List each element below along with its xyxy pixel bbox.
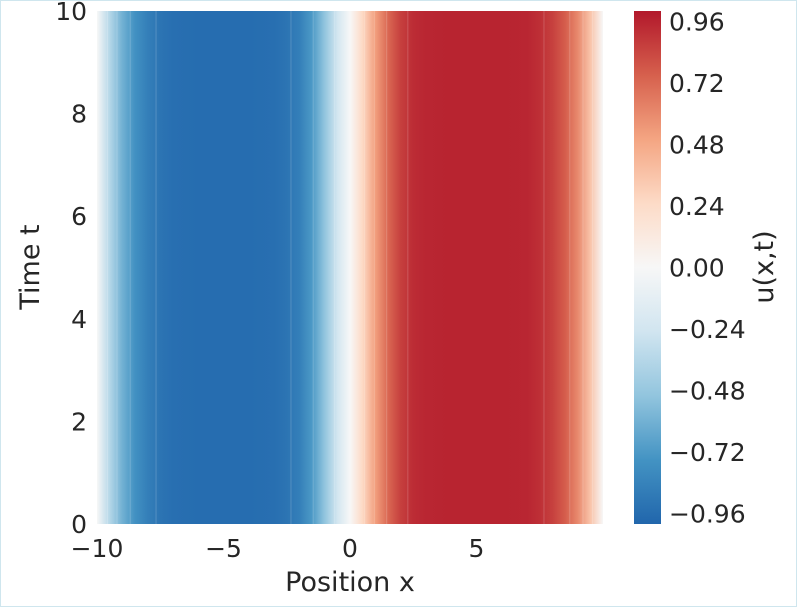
colorbar-tick-label: 0.72: [669, 69, 725, 98]
contour-field: [97, 11, 603, 524]
x-axis-ticks: −10 −5 0 5: [71, 534, 485, 563]
colorbar-tick-label: −0.24: [669, 315, 746, 344]
y-tick-label: 8: [71, 100, 87, 129]
x-tick-label: −10: [71, 534, 124, 563]
y-tick-label: 10: [55, 1, 87, 26]
y-tick-label: 2: [71, 407, 87, 436]
y-tick-label: 4: [71, 305, 87, 334]
y-axis-label: Time t: [15, 224, 46, 310]
x-axis-label: Position x: [285, 567, 415, 598]
colorbar-tick-label: −0.48: [669, 377, 746, 406]
colorbar-ticks: 0.96 0.72 0.48 0.24 0.00 −0.24 −0.48 −0.72 −0.96: [669, 7, 746, 528]
y-axis-ticks: 0 2 4 6 8 10: [55, 1, 87, 539]
colorbar-tick-label: 0.48: [669, 130, 725, 159]
x-tick-label: 5: [469, 534, 485, 563]
y-tick-label: 6: [71, 202, 87, 231]
colorbar-tick-label: 0.00: [669, 254, 725, 283]
x-tick-label: 0: [342, 534, 358, 563]
x-tick-label: −5: [205, 534, 242, 563]
colorbar-tick-label: 0.96: [669, 7, 725, 36]
colorbar-tick-label: 0.24: [669, 192, 725, 221]
colorbar-tick-label: −0.72: [669, 438, 746, 467]
colorbar: [634, 11, 661, 524]
colorbar-label: u(x,t): [749, 230, 780, 303]
y-tick-label: 0: [71, 510, 87, 539]
contour-lines: [107, 11, 593, 524]
colorbar-tick-label: −0.96: [669, 500, 746, 529]
